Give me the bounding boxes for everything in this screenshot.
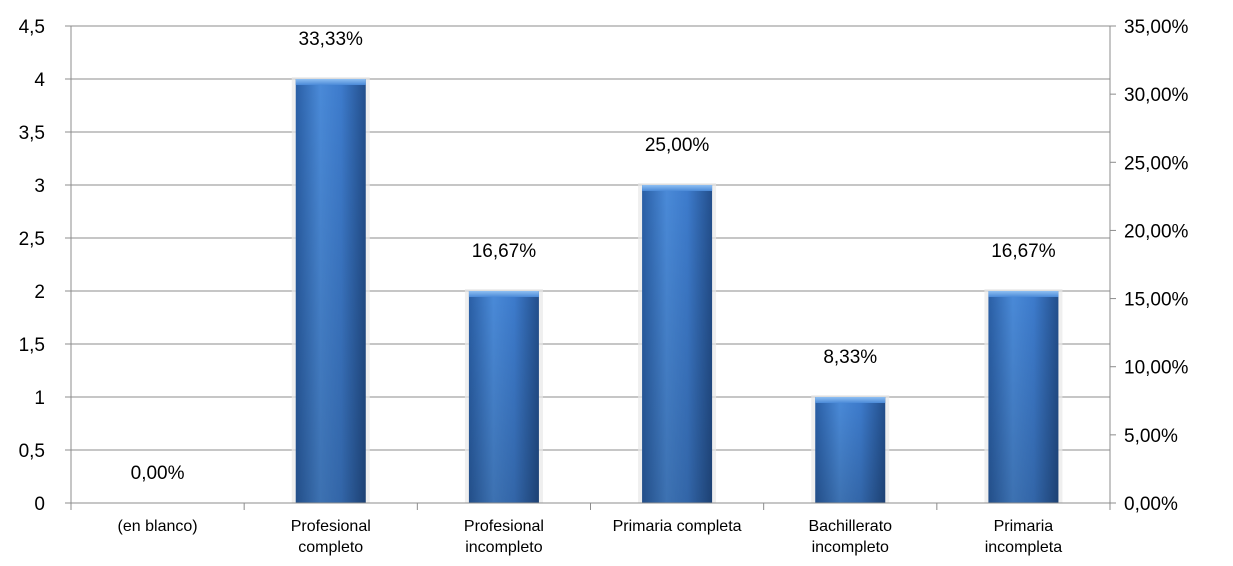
x-tick-label: incompleto (465, 539, 542, 556)
y-tick-label: 0,5 (19, 441, 45, 462)
y2-tick-label: 30,00% (1124, 85, 1189, 106)
x-tick-label: Profesional (464, 518, 544, 535)
y2-tick-label: 25,00% (1124, 153, 1189, 174)
data-label: 0,00% (131, 463, 185, 484)
y-tick-label: 4 (34, 70, 45, 91)
bar-shade (468, 291, 539, 503)
bar-shade (295, 79, 366, 503)
bar-cap (988, 291, 1059, 297)
bars (291, 77, 1063, 503)
x-tick-label: Profesional (291, 518, 371, 535)
y2-tick-label: 5,00% (1124, 426, 1178, 447)
gridlines (71, 25, 1110, 451)
data-label: 8,33% (823, 347, 877, 368)
bar-cap (642, 185, 713, 191)
y-tick-label: 1 (34, 388, 45, 409)
data-label: 16,67% (991, 241, 1056, 262)
x-tick-label: (en blanco) (118, 518, 198, 535)
axes (65, 25, 1116, 510)
data-label: 25,00% (645, 135, 710, 156)
y-tick-label: 3,5 (19, 123, 45, 144)
x-tick-label: Bachillerato (808, 518, 892, 535)
y-tick-label: 0 (34, 494, 45, 515)
y-tick-label: 3 (34, 176, 45, 197)
data-label: 16,67% (472, 241, 537, 262)
y-tick-label: 4,5 (19, 17, 45, 38)
x-tick-label: incompleta (985, 539, 1062, 556)
y2-tick-label: 20,00% (1124, 221, 1189, 242)
x-tick-label: Primaria (994, 518, 1054, 535)
y2-tick-label: 15,00% (1124, 290, 1189, 311)
y-tick-label: 2 (34, 282, 45, 303)
y2-tick-label: 35,00% (1124, 17, 1189, 38)
data-label: 33,33% (299, 29, 364, 50)
bar-cap (295, 79, 366, 85)
x-tick-label: incompleto (812, 539, 889, 556)
bar-cap (815, 397, 886, 403)
bar-shade (988, 291, 1059, 503)
x-tick-label: completo (298, 539, 363, 556)
bar-shade (815, 397, 886, 503)
y2-tick-label: 10,00% (1124, 358, 1189, 379)
bar-shade (642, 185, 713, 503)
y-tick-label: 2,5 (19, 229, 45, 250)
y-tick-label: 1,5 (19, 335, 45, 356)
x-tick-label: Primaria completa (613, 518, 742, 535)
bar-cap (468, 291, 539, 297)
labels: 0 0,5 1 1,5 2 2,5 3 3,5 4 4,5 0,00% 5,00% 10,00% 15,0… (19, 17, 1189, 556)
y2-tick-label: 0,00% (1124, 494, 1178, 515)
